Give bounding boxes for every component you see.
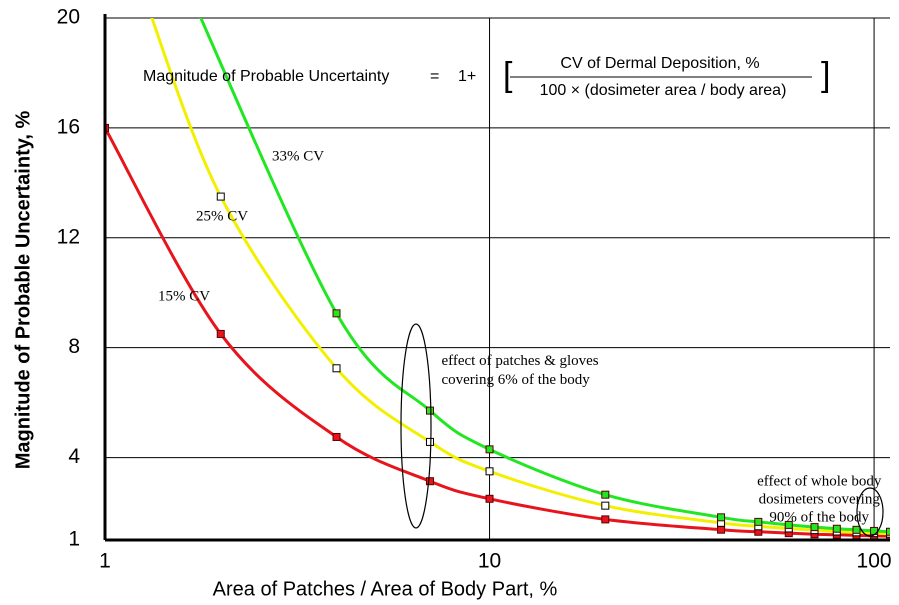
- bracket-right: ]: [821, 56, 830, 94]
- marker: [216, 329, 225, 338]
- annotation: dosimeters covering: [759, 492, 881, 508]
- series-label: 15% CV: [158, 288, 210, 304]
- marker: [601, 501, 610, 510]
- y-tick-label: 12: [57, 225, 80, 248]
- marker: [425, 406, 434, 415]
- curve: [150, 18, 890, 536]
- y-tick-label: 20: [57, 6, 80, 29]
- y-axis-title: Magnitude of Probable Uncertainty, %: [12, 111, 34, 470]
- x-tick-label: 10: [478, 550, 501, 573]
- formula-lhs: Magnitude of Probable Uncertainty: [143, 68, 389, 85]
- y-tick-label: 1: [68, 528, 80, 551]
- marker: [754, 517, 763, 526]
- x-tick-label: 100: [857, 550, 892, 573]
- marker: [810, 523, 819, 532]
- formula-box: [505, 50, 835, 102]
- series-label: 25% CV: [196, 208, 248, 224]
- formula-prefix: 1+: [458, 68, 476, 85]
- formula-denominator: 100 × (dosimeter area / body area): [540, 82, 787, 99]
- marker: [601, 490, 610, 499]
- marker: [332, 309, 341, 318]
- y-tick-label: 8: [68, 335, 80, 358]
- curve: [105, 127, 890, 538]
- marker: [485, 445, 494, 454]
- annotation: effect of patches & gloves: [441, 353, 598, 369]
- marker: [717, 513, 726, 522]
- marker: [485, 494, 494, 503]
- series-label: 33% CV: [272, 148, 324, 164]
- marker: [332, 432, 341, 441]
- x-axis-title: Area of Patches / Area of Body Part, %: [213, 578, 558, 600]
- marker: [784, 520, 793, 529]
- marker: [105, 123, 109, 132]
- y-tick-label: 16: [57, 115, 80, 138]
- x-tick-label: 1: [99, 550, 111, 573]
- marker: [601, 515, 610, 524]
- marker: [425, 437, 434, 446]
- annotation: effect of whole body: [757, 474, 882, 490]
- ellipse-whole-body: [856, 487, 884, 537]
- marker: [717, 525, 726, 534]
- annotation: 90% of the body: [769, 509, 869, 525]
- formula-eq: =: [430, 68, 439, 85]
- marker: [332, 364, 341, 373]
- curves: [105, 18, 890, 540]
- formula-numerator: CV of Dermal Deposition, %: [560, 55, 759, 72]
- marker: [852, 525, 861, 534]
- marker: [216, 192, 225, 201]
- ellipse-patches: [400, 323, 432, 529]
- bracket-left: [: [503, 56, 513, 94]
- marker: [886, 527, 890, 536]
- marker: [425, 477, 434, 486]
- y-tick-label: 4: [68, 445, 80, 468]
- annotation: covering 6% of the body: [441, 372, 590, 388]
- marker: [485, 467, 494, 476]
- marker: [832, 524, 841, 533]
